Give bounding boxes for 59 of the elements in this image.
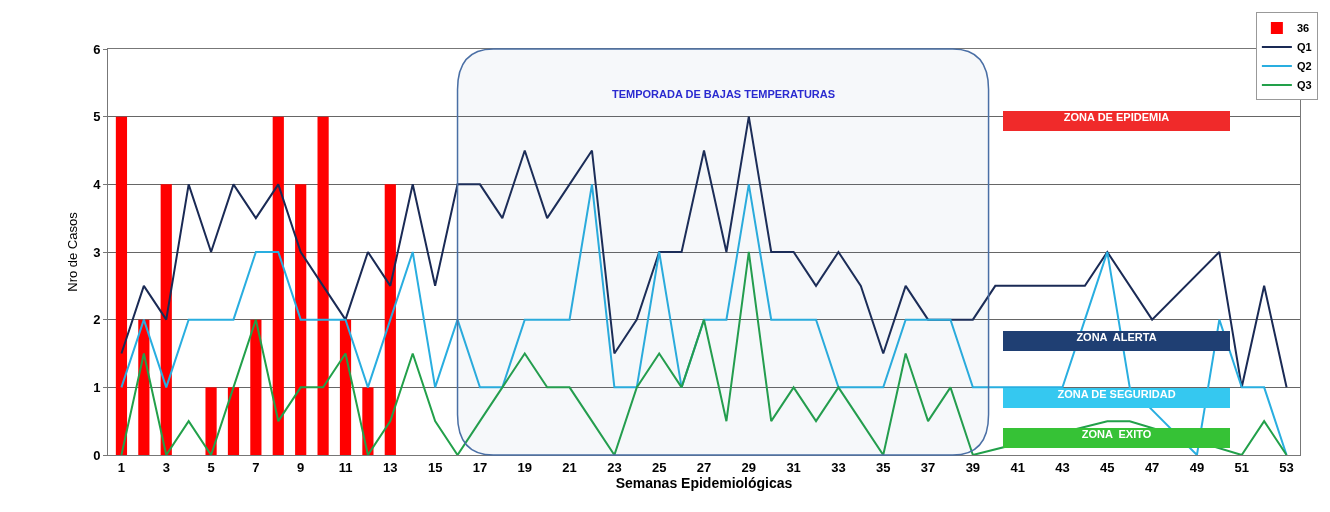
y-tick-label: 3 bbox=[93, 244, 101, 260]
bar bbox=[115, 116, 128, 455]
x-tick-label: 45 bbox=[1100, 459, 1115, 475]
x-tick-label: 33 bbox=[831, 459, 846, 475]
x-tick-label: 9 bbox=[297, 459, 305, 475]
x-tick-label: 11 bbox=[338, 459, 353, 475]
x-tick-label: 37 bbox=[920, 459, 936, 475]
x-tick-label: 15 bbox=[427, 459, 443, 475]
zone-label: ZONA EXITO bbox=[1003, 428, 1230, 448]
x-tick-label: 19 bbox=[517, 459, 532, 475]
y-tick-label: 5 bbox=[93, 109, 101, 125]
bar bbox=[227, 387, 240, 455]
y-tick-label: 0 bbox=[93, 447, 101, 463]
bar bbox=[295, 184, 307, 455]
legend-label: 36 bbox=[1296, 22, 1310, 35]
x-tick-label: 5 bbox=[207, 459, 215, 475]
x-tick-label: 23 bbox=[607, 459, 622, 475]
x-tick-label: 3 bbox=[162, 459, 170, 475]
bar bbox=[250, 319, 262, 455]
y-tick-label: 4 bbox=[93, 176, 102, 192]
x-tick-label: 53 bbox=[1279, 459, 1294, 475]
y-axis-title: Nro de Casos bbox=[65, 211, 81, 292]
x-tick-label: 25 bbox=[651, 459, 667, 475]
x-axis-title: Semanas Epidemiológicas bbox=[615, 474, 793, 491]
legend-label: Q2 bbox=[1296, 60, 1312, 73]
legend-label: Q1 bbox=[1296, 41, 1312, 54]
x-tick-label: 13 bbox=[383, 459, 398, 475]
line-series bbox=[120, 251, 1288, 455]
x-tick-label: 1 bbox=[117, 459, 126, 475]
x-tick-label: 17 bbox=[472, 459, 488, 475]
x-tick-label: 7 bbox=[252, 459, 260, 475]
bar bbox=[205, 387, 217, 455]
legend-label: Q3 bbox=[1296, 79, 1312, 92]
bar bbox=[317, 116, 329, 455]
x-tick-label: 49 bbox=[1189, 459, 1205, 475]
zone-label: ZONA DE EPIDEMIA bbox=[1003, 111, 1230, 131]
x-tick-label: 43 bbox=[1055, 459, 1070, 475]
y-tick-label: 2 bbox=[93, 312, 101, 328]
band-label: TEMPORADA DE BAJAS TEMPERATURAS bbox=[612, 88, 836, 100]
x-tick-label: 51 bbox=[1234, 459, 1249, 475]
bar bbox=[362, 387, 374, 455]
x-tick-label: 29 bbox=[741, 459, 757, 475]
y-tick-label: 6 bbox=[93, 41, 101, 57]
zone-label: ZONA ALERTA bbox=[1003, 331, 1230, 351]
x-tick-label: 39 bbox=[965, 459, 981, 475]
bar bbox=[339, 319, 352, 455]
line-series bbox=[120, 115, 1288, 389]
y-tick-label: 1 bbox=[93, 379, 101, 395]
x-tick-label: 35 bbox=[876, 459, 891, 475]
x-tick-label: 27 bbox=[696, 459, 712, 475]
x-tick-label: 47 bbox=[1144, 459, 1160, 475]
x-tick-label: 41 bbox=[1010, 459, 1025, 475]
bar bbox=[384, 184, 396, 455]
x-tick-label: 31 bbox=[786, 459, 801, 475]
bar bbox=[272, 116, 284, 455]
line-series bbox=[120, 183, 1288, 455]
x-tick-label: 21 bbox=[562, 459, 577, 475]
zone-label: ZONA DE SEGURIDAD bbox=[1003, 388, 1230, 408]
bar bbox=[160, 184, 172, 455]
